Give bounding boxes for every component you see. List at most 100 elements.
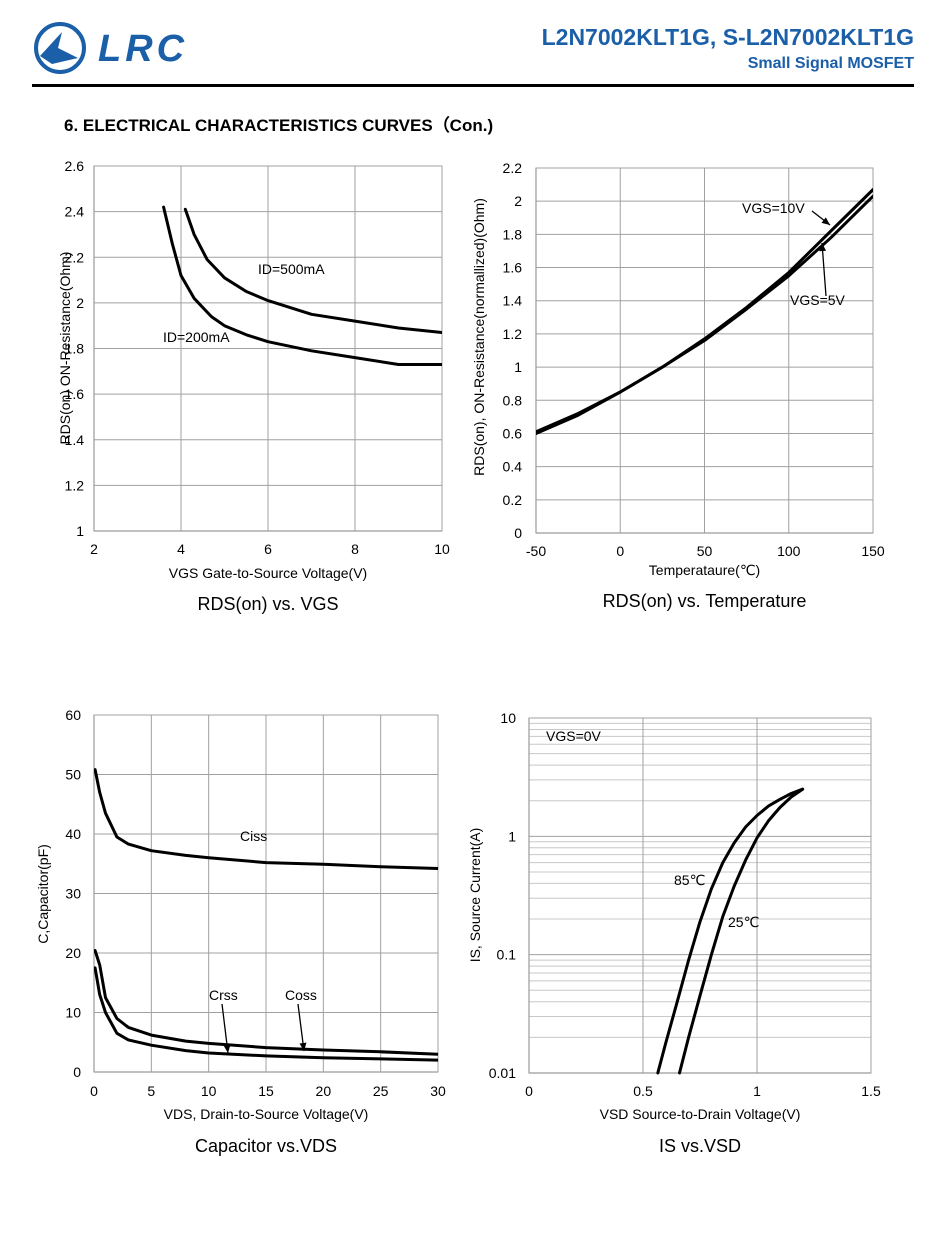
plot-frame	[528, 717, 872, 1074]
y-tick-label: 1.6	[503, 260, 523, 276]
part-number: L2N7002KLT1G, S-L2N7002KLT1G	[541, 24, 914, 50]
series-line-25-	[678, 787, 805, 1075]
annotation-arrow	[221, 1003, 229, 1054]
x-tick-label: 30	[430, 1083, 446, 1099]
y-tick-label: 0.1	[497, 947, 517, 963]
chart-caption: RDS(on) vs. Temperature	[603, 591, 807, 611]
annotation-label: VGS=10V	[742, 200, 805, 216]
annotation-arrowhead-icon	[821, 217, 830, 225]
y-tick-label: 2.4	[65, 204, 85, 220]
x-tick-label: 150	[861, 543, 885, 559]
annotation-arrowhead-icon	[299, 1042, 307, 1051]
chart-caption: IS vs.VSD	[659, 1136, 741, 1156]
annotation-label: 25℃	[728, 914, 759, 930]
y-tick-label: 10	[500, 710, 516, 726]
y-tick-label: 1.2	[503, 326, 523, 342]
series-line-id-500ma	[183, 207, 442, 334]
annotation-arrowhead-icon	[819, 243, 827, 252]
x-axis-label: VSD Source-to-Drain Voltage(V)	[600, 1106, 801, 1122]
annotation-arrowhead-icon	[223, 1044, 231, 1053]
annotation-label: ID=200mA	[163, 329, 230, 345]
series-line-ciss	[94, 768, 438, 870]
annotation-label: ID=500mA	[258, 261, 325, 277]
y-axis-label: IS, Source Current(A)	[467, 828, 483, 963]
y-tick-label: 1.6	[65, 386, 85, 402]
series-line-coss	[94, 949, 438, 1056]
x-tick-label: 4	[177, 541, 185, 557]
y-tick-label: 1.2	[65, 477, 85, 493]
x-tick-label: 10	[434, 541, 450, 557]
x-tick-label: 1.5	[861, 1083, 881, 1099]
series-line-id-200ma	[162, 205, 442, 366]
y-tick-label: 0.4	[503, 459, 523, 475]
y-tick-label: 1	[508, 828, 516, 844]
annotation-label: VGS=5V	[790, 292, 846, 308]
header-divider	[32, 84, 914, 87]
section-title: 6. ELECTRICAL CHARACTERISTICS CURVES（Con…	[64, 116, 494, 135]
y-tick-label: 2.2	[65, 249, 85, 265]
chart-2: 00.20.40.60.811.21.41.61.822.2-50 0 50 100 1…	[471, 160, 885, 611]
x-axis-label: VGS Gate-to-Source Voltage(V)	[169, 565, 367, 581]
y-tick-label: 1.4	[503, 293, 523, 309]
chart-3: 0 10 20 30 40 50 60 0 5 10 15 20 25 30 VDS, Drain-to-S…	[35, 707, 446, 1156]
annotation-label: Crss	[209, 987, 238, 1003]
chart-1: 1 1.2 1.4 1.6 1.8 2 2.2 2.4 2.6 2 4 6 8 10 VGS Gate-to…	[57, 158, 450, 614]
document-subtitle: Small Signal MOSFET	[747, 55, 914, 72]
x-axis-label: VDS, Drain-to-Source Voltage(V)	[164, 1106, 369, 1122]
y-tick-label: 10	[65, 1005, 81, 1021]
y-tick-label: 0.01	[489, 1065, 516, 1081]
y-tick-label: 20	[65, 945, 81, 961]
y-tick-label: 2	[514, 193, 522, 209]
annotation-label: 85℃	[674, 872, 705, 888]
lrc-logo-emblem-icon	[34, 22, 86, 74]
x-tick-label: 0	[90, 1083, 98, 1099]
series-line-vgs-5v	[536, 194, 873, 435]
lrc-logo	[32, 20, 192, 76]
logo-text: LRC	[98, 28, 189, 70]
x-tick-label: 100	[777, 543, 801, 559]
y-tick-label: 2.6	[65, 158, 85, 174]
y-tick-label: 2	[76, 295, 84, 311]
y-tick-label: 30	[65, 886, 81, 902]
chart-caption: RDS(on) vs. VGS	[197, 594, 338, 614]
chart-caption: Capacitor vs.VDS	[195, 1136, 337, 1156]
y-tick-label: 40	[65, 826, 81, 842]
y-tick-label: 0	[514, 525, 522, 541]
annotation-label: VGS=0V	[546, 728, 602, 744]
y-tick-label: 1.4	[65, 432, 85, 448]
x-tick-label: 0	[616, 543, 624, 559]
y-tick-label: 1	[76, 523, 84, 539]
y-axis-label: RDS(on), ON-Resistance(normallized)(Ohm)	[471, 198, 487, 476]
y-tick-label: 0.6	[503, 425, 523, 441]
annotation-label: Coss	[285, 987, 317, 1003]
x-tick-label: 1	[753, 1083, 761, 1099]
x-tick-label: 50	[697, 543, 713, 559]
x-tick-label: 8	[351, 541, 359, 557]
y-tick-label: 60	[65, 707, 81, 723]
x-tick-label: 2	[90, 541, 98, 557]
x-tick-label: 20	[316, 1083, 332, 1099]
x-tick-label: 25	[373, 1083, 389, 1099]
y-axis-label: RDS(on) ON-Resistance(Ohm)	[57, 252, 73, 445]
x-tick-label: -50	[526, 543, 546, 559]
y-tick-label: 0.8	[503, 392, 523, 408]
x-tick-label: 5	[147, 1083, 155, 1099]
y-tick-label: 1	[514, 359, 522, 375]
annotation-arrow	[821, 242, 827, 297]
x-tick-label: 0	[525, 1083, 533, 1099]
y-tick-label: 0	[73, 1064, 81, 1080]
annotation-label: Ciss	[240, 828, 267, 844]
plot-frame	[93, 714, 439, 1073]
y-tick-label: 50	[65, 767, 81, 783]
series-line-crss	[94, 966, 438, 1062]
x-tick-label: 15	[258, 1083, 274, 1099]
y-tick-label: 1.8	[503, 226, 523, 242]
y-tick-label: 0.2	[503, 492, 523, 508]
x-tick-label: 0.5	[633, 1083, 653, 1099]
y-axis-label: C,Capacitor(pF)	[35, 844, 51, 944]
x-axis-label: Temperataure(℃)	[649, 562, 760, 578]
chart-4: 0.01 0.1 1 10 0 0.5 1 1.5 VSD Source-to-Drain Vo…	[467, 710, 881, 1156]
series-line-85-	[656, 787, 805, 1075]
x-tick-label: 10	[201, 1083, 217, 1099]
